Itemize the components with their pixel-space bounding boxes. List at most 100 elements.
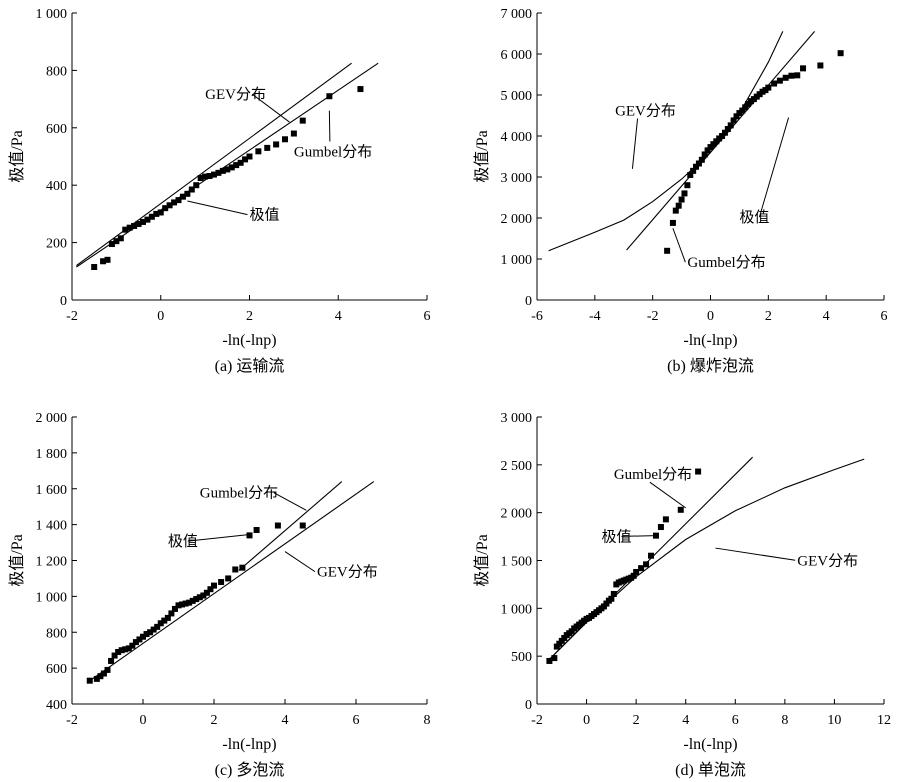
data-point xyxy=(264,144,271,151)
data-point xyxy=(232,566,239,573)
data-point xyxy=(233,162,240,169)
x-axis-title: -ln(-lnp) xyxy=(222,332,276,349)
annotation-leader-line xyxy=(284,551,316,573)
data-point xyxy=(206,173,213,180)
y-tick-label: 3 000 xyxy=(501,411,533,426)
panel-caption: (d) 单泡流 xyxy=(675,761,746,779)
data-point xyxy=(274,522,281,529)
annotation-leader-line xyxy=(621,535,656,537)
annotation-label: 极值 xyxy=(739,209,769,226)
data-point xyxy=(299,522,306,529)
data-point xyxy=(224,166,231,173)
data-point xyxy=(800,65,807,72)
data-point xyxy=(794,72,801,79)
annotation-leader-line xyxy=(715,547,796,561)
series-gumbel-line xyxy=(238,481,343,571)
annotation-label: GEV分布 xyxy=(205,86,266,103)
annotation-leader-line xyxy=(631,118,639,169)
data-point xyxy=(202,173,209,180)
data-point xyxy=(633,568,640,575)
data-point xyxy=(203,589,210,596)
data-point xyxy=(193,182,200,189)
data-point xyxy=(193,596,200,603)
y-axis-title: 极值/Pa xyxy=(473,534,491,586)
data-point xyxy=(648,552,655,559)
data-point xyxy=(161,617,168,624)
data-point xyxy=(164,614,171,621)
data-point xyxy=(179,601,186,608)
y-tick-label: 1 000 xyxy=(501,253,533,268)
y-tick-label: 3 000 xyxy=(501,171,533,186)
y-tick-label: 600 xyxy=(46,122,67,137)
data-point xyxy=(837,50,844,57)
data-point xyxy=(115,648,122,655)
data-point xyxy=(150,626,157,633)
y-tick-label: 0 xyxy=(525,698,532,713)
y-tick-label: 1 000 xyxy=(36,590,68,605)
annotation-label: GEV分布 xyxy=(797,552,858,569)
x-tick-label: 0 xyxy=(583,713,590,728)
x-tick-label: 6 xyxy=(732,713,739,728)
x-tick-label: -4 xyxy=(589,309,601,324)
data-point xyxy=(153,210,160,217)
data-point xyxy=(765,84,772,91)
data-point xyxy=(197,175,204,182)
data-point xyxy=(129,642,136,649)
data-point xyxy=(678,196,685,203)
annotation-label: 极值 xyxy=(601,528,631,545)
data-point xyxy=(788,72,795,79)
annotation-leader-line xyxy=(187,533,250,542)
data-point xyxy=(782,74,789,81)
data-point xyxy=(215,169,222,176)
data-point xyxy=(97,673,104,680)
annotation-label: Gumbel分布 xyxy=(294,144,372,161)
data-point xyxy=(701,151,708,158)
data-point xyxy=(182,600,189,607)
annotation-label: 极值 xyxy=(168,533,198,550)
data-point xyxy=(669,219,676,226)
annotation-leader-line xyxy=(187,200,248,216)
data-point xyxy=(171,605,178,612)
x-tick-label: 4 xyxy=(823,309,830,324)
data-point xyxy=(136,636,143,643)
data-point xyxy=(147,629,154,636)
y-tick-label: 7 000 xyxy=(501,7,533,22)
y-tick-label: 0 xyxy=(525,294,532,309)
data-point xyxy=(86,677,93,684)
y-axis-title: 极值/Pa xyxy=(8,130,26,182)
y-tick-label: 2 500 xyxy=(501,459,533,474)
data-point xyxy=(290,130,297,137)
y-tick-label: 500 xyxy=(511,650,532,665)
annotation-label: Gumbel分布 xyxy=(614,466,692,483)
data-point xyxy=(218,579,225,586)
data-point xyxy=(687,171,694,178)
data-point xyxy=(681,190,688,197)
x-tick-label: 2 xyxy=(633,713,640,728)
data-point xyxy=(704,147,711,154)
data-point xyxy=(776,77,783,84)
data-point xyxy=(135,220,142,227)
data-point xyxy=(200,592,207,599)
data-point xyxy=(282,136,288,143)
y-tick-label: 1 000 xyxy=(501,602,533,617)
data-point xyxy=(162,205,169,212)
data-point xyxy=(246,153,253,160)
series-gev-line xyxy=(89,481,375,682)
data-point xyxy=(237,159,244,166)
data-point xyxy=(166,202,173,209)
data-point xyxy=(117,235,124,242)
x-tick-label: 0 xyxy=(157,309,164,324)
data-point xyxy=(122,646,129,653)
data-point xyxy=(246,532,253,539)
panel-caption: (b) 爆炸泡流 xyxy=(667,356,754,375)
y-axis-title: 极值/Pa xyxy=(473,130,491,182)
data-point xyxy=(225,575,232,582)
data-point xyxy=(113,238,120,245)
x-tick-label: 6 xyxy=(424,309,431,324)
data-point xyxy=(93,675,100,682)
data-point xyxy=(131,222,138,229)
x-tick-label: 8 xyxy=(781,713,788,728)
